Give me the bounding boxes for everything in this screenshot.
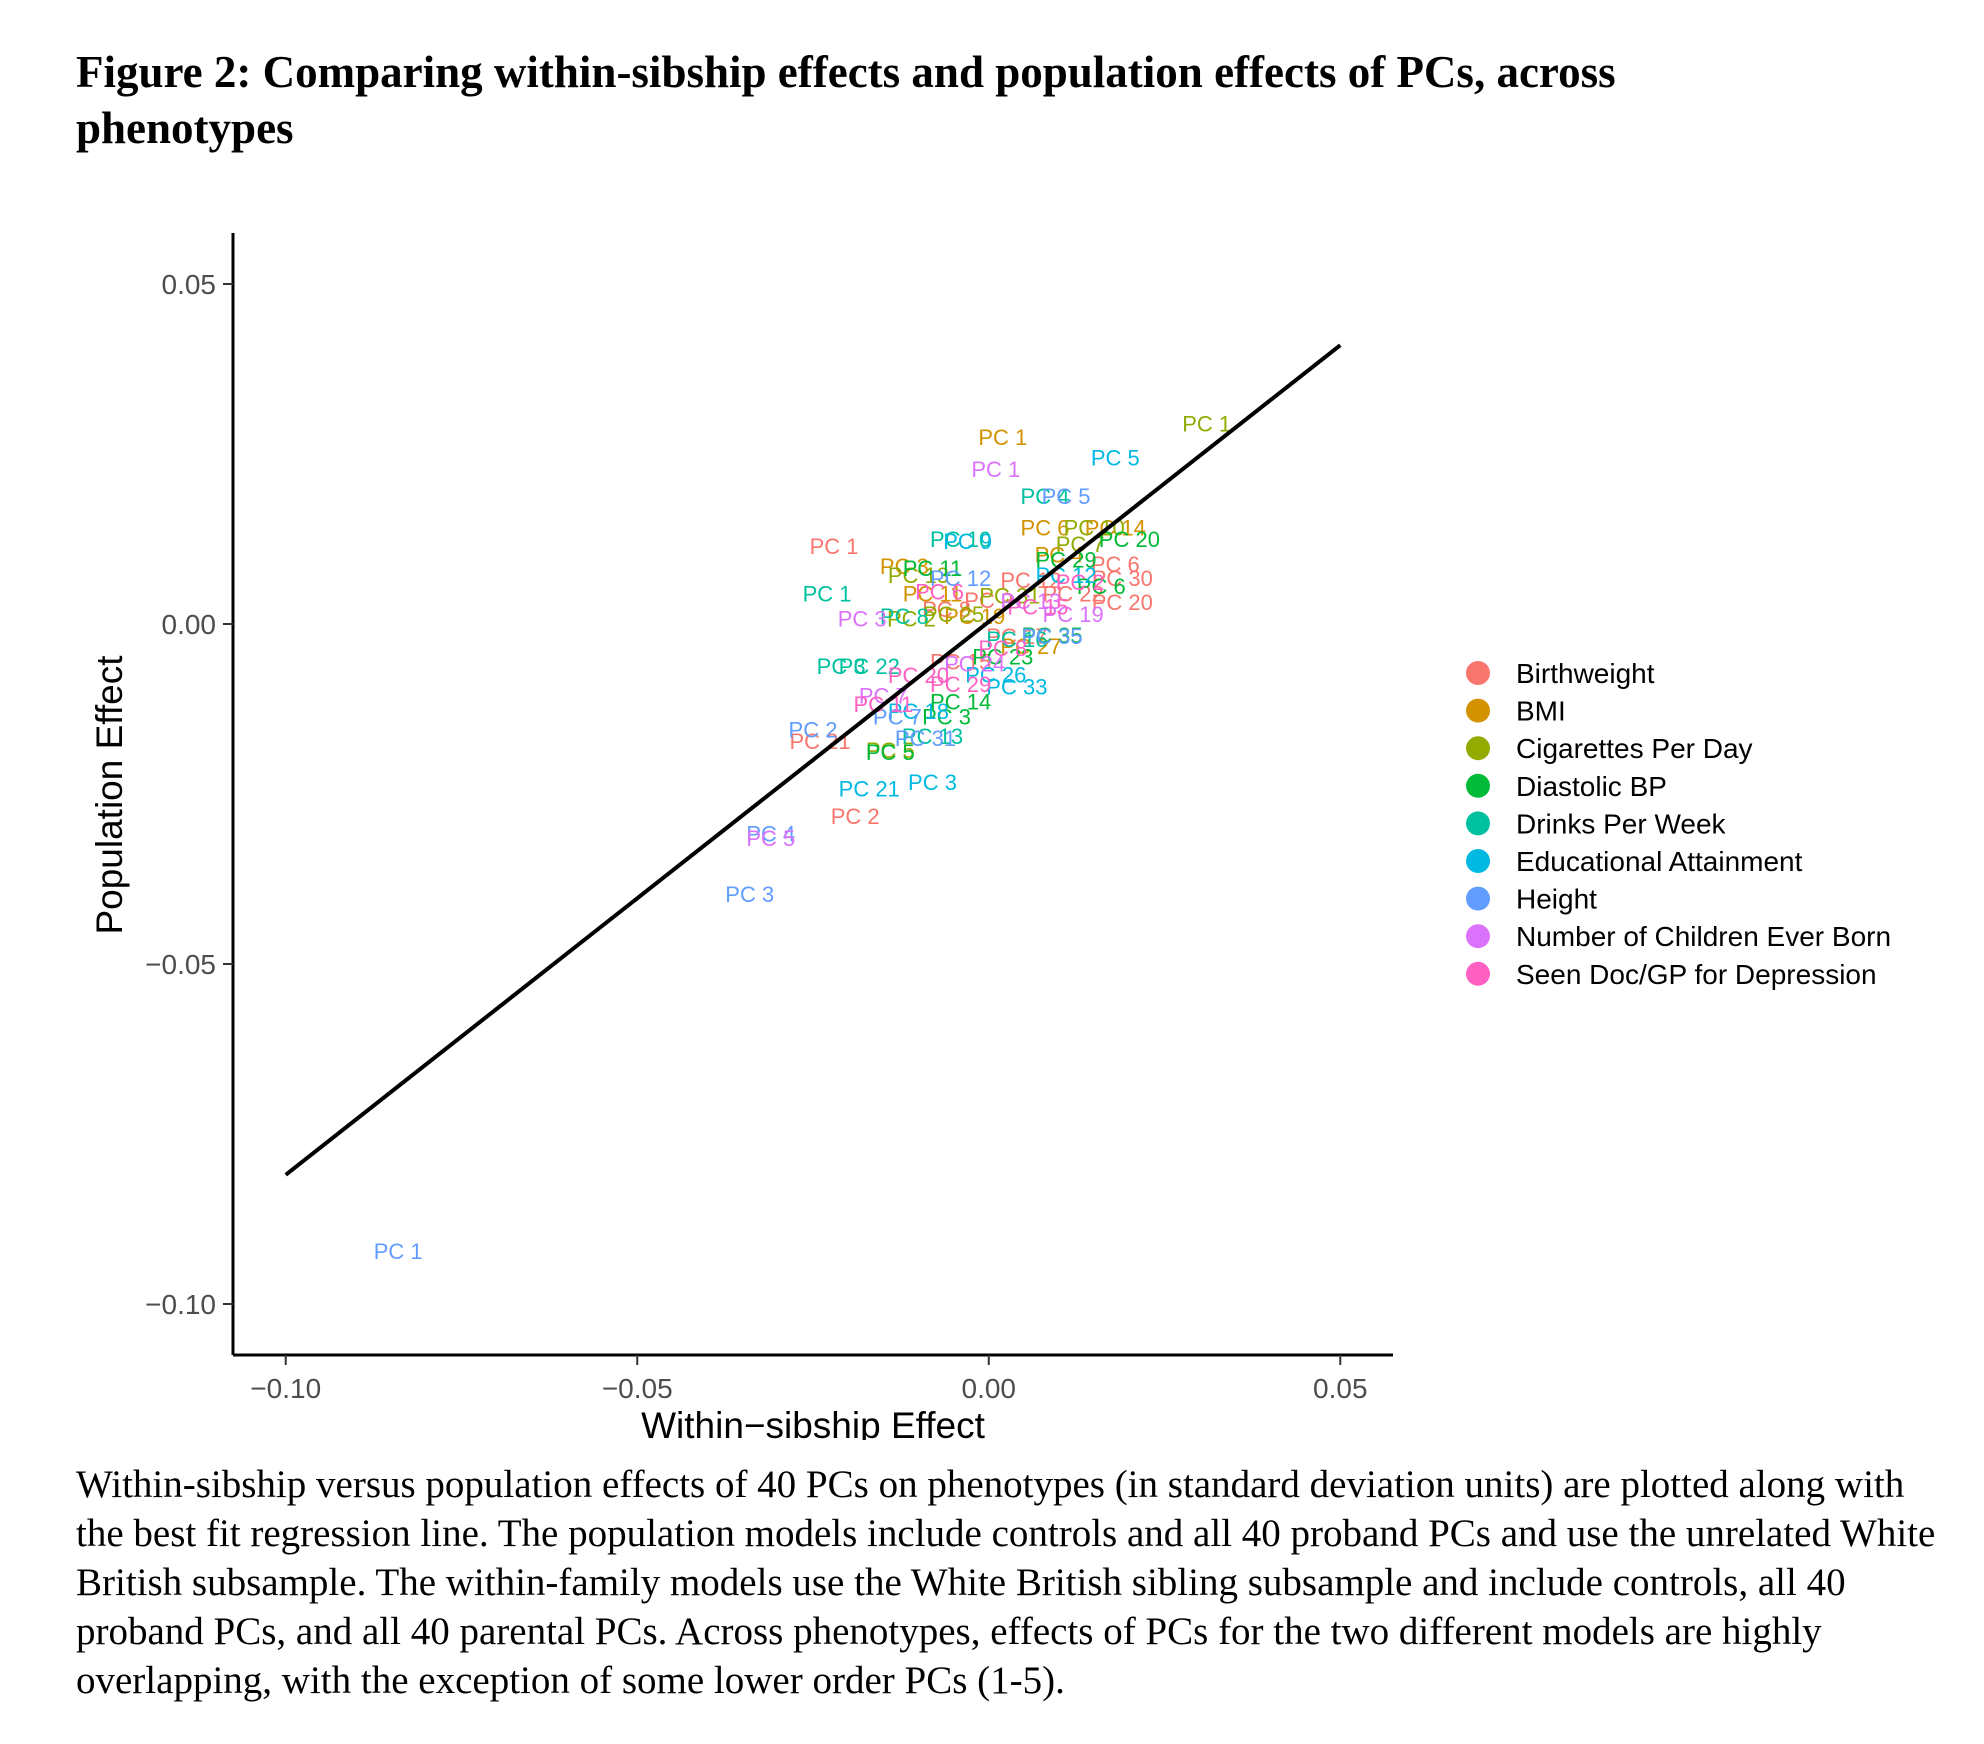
- legend-swatch: [1466, 811, 1490, 836]
- scatter-chart: −0.10 −0.05 0.00 0.05 0.05 0.00 −0.05 −0.10 PC …: [89, 233, 1891, 1440]
- point-label: PC 30: [1092, 566, 1153, 591]
- legend-label: Height: [1516, 884, 1597, 915]
- point-label: PC 29: [930, 672, 991, 697]
- point-label: PC 6: [1077, 574, 1126, 599]
- legend-label: BMI: [1516, 696, 1566, 727]
- point-label: PC 1: [978, 425, 1027, 450]
- point-label: PC 1: [1182, 411, 1231, 436]
- point-label: PC 20: [1099, 527, 1160, 552]
- point-label: PC 16: [986, 627, 1047, 652]
- legend-swatch: [1466, 736, 1490, 761]
- legend-swatch: [1466, 773, 1490, 798]
- legend-label: Birthweight: [1516, 658, 1655, 689]
- point-label: PC 31: [895, 726, 956, 751]
- point-label: PC 21: [789, 729, 850, 754]
- x-tick-label: −0.05: [602, 1373, 673, 1404]
- point-label: PC 22: [1043, 581, 1104, 606]
- point-label: PC 8: [922, 597, 971, 622]
- point-label: PC 3: [817, 654, 866, 679]
- axis-ticks: −0.10 −0.05 0.00 0.05 0.05 0.00 −0.05 −0.10: [145, 269, 1367, 1404]
- figure-title: Figure 2: Comparing within-sibship effec…: [76, 47, 1616, 153]
- point-label: PC 8: [978, 636, 1027, 661]
- legend-swatch: [1466, 849, 1490, 873]
- point-label: PC 3: [922, 704, 971, 729]
- y-tick-label: 0.05: [162, 269, 217, 300]
- point-label: PC 3: [880, 554, 929, 579]
- legend-swatch: [1466, 961, 1490, 986]
- point-label: PC 3: [838, 607, 887, 632]
- point-label: PC 14: [930, 690, 991, 715]
- figure-caption: Within-sibship versus population effects…: [76, 1463, 1936, 1702]
- point-label: PC 35: [1021, 623, 1082, 648]
- point-label: PC 6: [1021, 515, 1070, 540]
- legend-label: Seen Doc/GP for Depression: [1516, 959, 1877, 990]
- point-label: PC 3: [908, 770, 957, 795]
- point-label: PC 5: [746, 826, 795, 851]
- x-tick-label: 0.00: [962, 1373, 1017, 1404]
- point-label: PC 35: [1021, 624, 1082, 649]
- x-tick-label: 0.05: [1313, 1373, 1368, 1404]
- legend-label: Drinks Per Week: [1516, 808, 1727, 839]
- y-tick-label: −0.10: [145, 1289, 216, 1320]
- point-label: PC 21: [839, 777, 900, 802]
- point-label: PC 4: [1021, 484, 1070, 509]
- legend-swatch: [1466, 886, 1490, 911]
- point-label: PC 10: [930, 527, 991, 552]
- point-label: PC 33: [986, 675, 1047, 700]
- point-label: PC 2: [887, 607, 936, 632]
- point-label: PC 11: [903, 556, 963, 581]
- point-label: PC 20: [1092, 590, 1153, 615]
- point-label: PC 24: [944, 651, 1005, 676]
- point-label: PC 1: [810, 534, 859, 559]
- y-axis-title: Population Effect: [89, 655, 130, 935]
- legend-label: Educational Attainment: [1516, 846, 1803, 877]
- point-label: PC 19: [1043, 602, 1104, 627]
- point-label: PC 1: [803, 581, 852, 606]
- point-label: PC 6: [1091, 552, 1140, 577]
- legend-swatch: [1466, 698, 1490, 723]
- legend-label: Number of Children Ever Born: [1516, 921, 1891, 952]
- point-label: PC 2: [789, 717, 838, 742]
- point-label: PC 23: [972, 645, 1033, 670]
- regression-line: [284, 343, 1342, 1177]
- point-label: PC 5: [866, 740, 915, 765]
- point-label: PC 11: [903, 581, 963, 606]
- point-label: PC 26: [965, 662, 1026, 687]
- point-label: PC 2: [1056, 570, 1105, 595]
- point-label: PC 1: [971, 457, 1020, 482]
- x-tick-label: −0.10: [250, 1373, 321, 1404]
- point-label: PC 5: [1042, 484, 1091, 509]
- point-label: PC 18: [888, 699, 949, 724]
- legend-label: Diastolic BP: [1516, 771, 1667, 802]
- legend: Birthweight BMI Cigarettes Per Day Diastoli…: [1466, 658, 1891, 990]
- point-label: PC 3: [725, 882, 774, 907]
- x-axis-title: Within−sibship Effect: [641, 1405, 986, 1440]
- axes: [231, 233, 1393, 1357]
- point-label: PC 4: [746, 821, 795, 846]
- point-label: PC 13: [888, 563, 949, 588]
- point-label: PC 22: [839, 654, 900, 679]
- legend-label: Cigarettes Per Day: [1516, 733, 1753, 764]
- point-label: PC 2: [831, 804, 880, 829]
- y-tick-label: −0.05: [145, 949, 216, 980]
- point-label: PC 17: [986, 624, 1047, 649]
- point-label: PC 1: [374, 1239, 423, 1264]
- point-label: PC 13: [1000, 589, 1061, 614]
- point-label: PC 5: [866, 738, 915, 763]
- y-tick-label: 0.00: [162, 609, 217, 640]
- legend-swatch: [1466, 924, 1490, 949]
- point-label: PC 27: [1000, 634, 1061, 659]
- legend-swatch: [1466, 661, 1490, 685]
- point-label: PC 6: [915, 579, 964, 604]
- point-label: PC 8: [880, 604, 929, 629]
- point-label: PC 13: [902, 724, 963, 749]
- point-label: PC 5: [1091, 445, 1140, 470]
- point-label: PC 9: [943, 529, 992, 554]
- point-label: PC 25: [923, 602, 984, 627]
- point-label: PC 12: [930, 566, 991, 591]
